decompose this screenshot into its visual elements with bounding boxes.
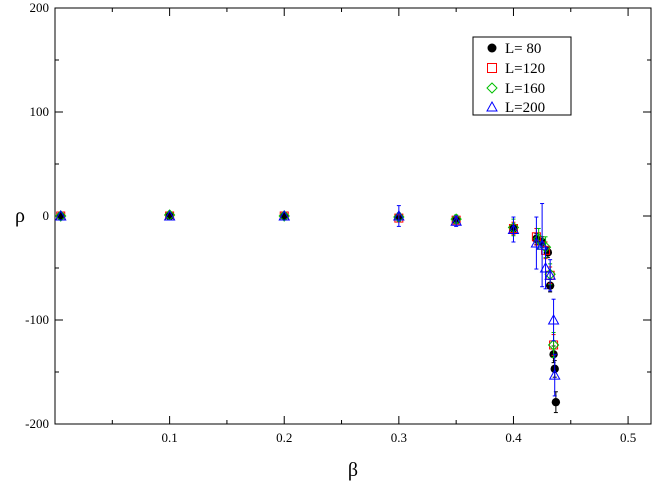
series-3-point xyxy=(278,210,290,222)
series-4-point xyxy=(548,369,561,380)
x-tick-label: 0.5 xyxy=(620,430,636,445)
series-4-point xyxy=(539,261,552,273)
series-4-point xyxy=(536,239,548,250)
y-tick-label: -100 xyxy=(25,312,49,327)
legend-label-l120: L=120 xyxy=(505,61,545,77)
x-tick-label: 0.4 xyxy=(505,430,522,445)
series-4-point xyxy=(392,209,405,221)
x-tick-label: 0.2 xyxy=(276,430,292,445)
series-4-point xyxy=(450,215,463,226)
y-tick-label: 200 xyxy=(30,0,50,15)
y-axis-label: ρ xyxy=(15,205,25,227)
axis-ticks xyxy=(55,7,651,425)
legend-marker-l120 xyxy=(487,63,497,73)
series-4-point xyxy=(547,313,560,325)
x-tick-label: 0.1 xyxy=(161,430,177,445)
series-4-point xyxy=(530,237,543,248)
series-4-point xyxy=(544,269,556,280)
series-4-point xyxy=(507,223,520,235)
series-4-point xyxy=(278,209,291,221)
axis-tick-labels: 0.1 0.2 0.3 0.4 0.5 -200 -100 0 100 200 xyxy=(25,0,636,445)
data-marks xyxy=(54,203,561,414)
legend-label-l200: L=200 xyxy=(505,100,545,116)
legend-label-l160: L=160 xyxy=(505,81,545,97)
y-tick-label: 100 xyxy=(30,104,50,119)
series-4-point xyxy=(54,209,67,221)
series-1-point xyxy=(551,397,561,407)
legend-marker-l200 xyxy=(486,100,498,112)
y-tick-label: 0 xyxy=(43,208,50,223)
legend-label-l80: L= 80 xyxy=(505,41,541,57)
x-axis-label: β xyxy=(348,459,358,481)
legend-marker-l80 xyxy=(487,43,497,53)
y-tick-label: -200 xyxy=(25,416,49,431)
legend-marker-l160 xyxy=(486,82,498,94)
series-3-point xyxy=(55,210,67,222)
series-4-point xyxy=(163,209,176,221)
series-3-point xyxy=(547,339,560,351)
legend: L= 80 L=120 L=160 L=200 xyxy=(472,36,572,116)
x-tick-label: 0.3 xyxy=(391,430,407,445)
